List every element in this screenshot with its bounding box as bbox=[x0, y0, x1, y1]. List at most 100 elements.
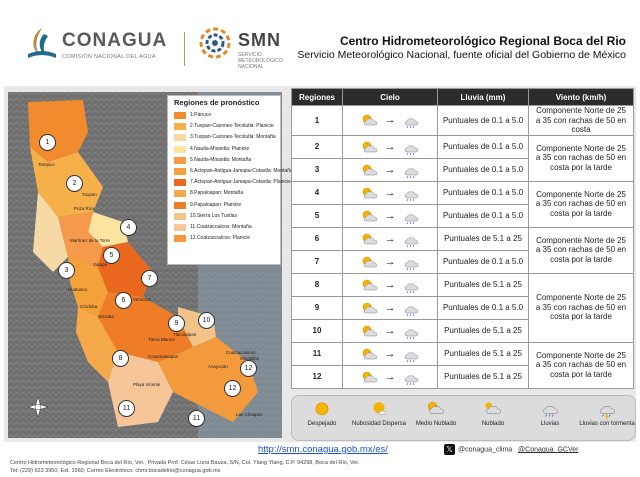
city-label: Orizaba bbox=[98, 314, 114, 319]
city-label: Veracruz bbox=[133, 297, 151, 302]
sun-cloud-icon bbox=[360, 163, 380, 177]
city-label: Poza Rica bbox=[74, 206, 95, 211]
rain-icon bbox=[401, 301, 421, 316]
region-pin: 1 bbox=[39, 134, 56, 151]
smn-website-link[interactable]: http://smn.conagua.gob.mx/es/ bbox=[258, 444, 388, 455]
x-handle-conagua[interactable]: @conagua_clima bbox=[458, 446, 513, 454]
legend-swatch bbox=[174, 201, 186, 209]
city-label: Córdoba bbox=[80, 304, 98, 309]
header: CONAGUA COMISIÓN NACIONAL DEL AGUA SMN S… bbox=[0, 0, 640, 86]
conagua-name: CONAGUA bbox=[62, 30, 168, 51]
region-pin: 3 bbox=[58, 262, 75, 279]
rain-cell: Puntuales de 0.1 a 5.0 bbox=[437, 157, 529, 182]
city-label: Cosamaloapan bbox=[148, 354, 179, 359]
legend-label: 8.Papaloapan: Montaña bbox=[190, 190, 244, 197]
sky-cell: → bbox=[342, 180, 438, 205]
sun-cloud-icon bbox=[360, 113, 380, 127]
region-12-area bbox=[158, 337, 258, 422]
region-pin: 8 bbox=[112, 350, 129, 367]
rain-cell: Puntuales de 0.1 a 5.0 bbox=[437, 203, 529, 228]
region-cell: 8 bbox=[291, 272, 343, 297]
sky-cell: → bbox=[342, 295, 438, 320]
legend-item: 11.Coatzacoalcos: Montaña bbox=[168, 222, 280, 233]
region-pin: 5 bbox=[103, 247, 120, 264]
conagua-logo: CONAGUA COMISIÓN NACIONAL DEL AGUA bbox=[22, 22, 182, 66]
table-row: 5 → Puntuales de 0.1 a 5.0 bbox=[291, 203, 634, 228]
rain-icon bbox=[401, 278, 421, 293]
arrow-right-icon: → bbox=[384, 232, 396, 245]
legend-swatch bbox=[174, 156, 186, 164]
rain-cell: Puntuales de 5.1 a 25 bbox=[437, 341, 529, 366]
region-cell: 12 bbox=[291, 364, 343, 389]
region-cell: 1 bbox=[291, 105, 343, 136]
region-cell: 3 bbox=[291, 157, 343, 182]
rain-icon bbox=[401, 370, 421, 385]
sky-cell: → bbox=[342, 203, 438, 228]
region-legend: Regiones de pronóstico 1.Pánuco 2.Tuxpan-… bbox=[167, 95, 293, 265]
legend-label: 10.Sierra Los Tuxtlas bbox=[190, 212, 237, 219]
sky-key-item: Nublado bbox=[465, 400, 521, 428]
wind-cell: Componente Norte de 25 a 35 con rachas d… bbox=[528, 226, 634, 274]
region-cell: 10 bbox=[291, 318, 343, 343]
sky-cell: → bbox=[342, 134, 438, 159]
sky-key-label: Medio Nublado bbox=[415, 421, 457, 427]
city-label: Minatitlán bbox=[240, 356, 260, 361]
legend-item: 8.Papaloapan: Montaña bbox=[168, 188, 280, 199]
legend-swatch bbox=[174, 112, 186, 119]
region-pin: 9 bbox=[168, 315, 185, 332]
legend-swatch bbox=[174, 167, 186, 175]
sky-cell: → bbox=[342, 318, 438, 343]
x-handle-gcver[interactable]: @Conagua_GCVer bbox=[518, 446, 579, 454]
conagua-emblem-icon bbox=[28, 28, 56, 58]
region-cell: 7 bbox=[291, 249, 343, 274]
rain-icon bbox=[401, 209, 421, 224]
region-pin: 11 bbox=[188, 410, 205, 427]
city-label: Huatusco bbox=[68, 287, 88, 292]
arrow-right-icon: → bbox=[384, 324, 396, 337]
sky-cell: → bbox=[342, 226, 438, 251]
table-row: 8 → Puntuales de 5.1 a 25 Componente Norte … bbox=[291, 272, 634, 343]
rain-cell: Puntuales de 5.1 a 25 bbox=[437, 318, 529, 343]
x-logo-icon: 𝕏 bbox=[444, 444, 455, 455]
arrow-right-icon: → bbox=[384, 255, 396, 268]
city-label: Tuxpan bbox=[82, 192, 97, 197]
region-5-area bbox=[58, 212, 103, 267]
sky-cell: → bbox=[342, 157, 438, 182]
table-row: 10 → Puntuales de 5.1 a 25 bbox=[291, 318, 634, 343]
sun-cloud-icon bbox=[360, 186, 380, 200]
arrow-right-icon: → bbox=[384, 186, 396, 199]
city-label: Tampico bbox=[38, 162, 55, 167]
legend-swatch bbox=[174, 235, 186, 243]
region-pin: 12 bbox=[240, 360, 257, 377]
region-pin: 2 bbox=[66, 175, 83, 192]
legend-item: 1.Pánuco bbox=[168, 110, 280, 121]
legend-item: 9.Papaloapan: Planicie bbox=[168, 200, 280, 211]
social-handles: 𝕏 @conagua_clima @Conagua_GCVer bbox=[444, 444, 578, 455]
legend-label: 5.Nautla-Misantla: Montaña bbox=[190, 156, 252, 163]
sky-cell: → bbox=[342, 272, 438, 297]
legend-item: 6.Actopan-Antigua-Jamapa-Cotaxtla: Monta… bbox=[168, 166, 293, 177]
region-pin: 4 bbox=[120, 219, 137, 236]
table-row: 12 → Puntuales de 5.1 a 25 bbox=[291, 364, 634, 389]
page-title: Centro Hidrometeorológico Regional Boca … bbox=[339, 34, 626, 48]
region-3-area bbox=[33, 192, 68, 272]
sun-cloud-icon bbox=[360, 347, 380, 361]
table-row: 1 → Puntuales de 0.1 a 5.0 Componente Norte… bbox=[291, 105, 634, 136]
col-header-viento: Viento (km/h) bbox=[528, 88, 634, 106]
legend-title: Regiones de pronóstico bbox=[174, 98, 260, 107]
sky-key-label: Despejado bbox=[307, 421, 337, 427]
city-label: Las Choapas bbox=[236, 412, 263, 417]
city-label: Martínez de la Torre bbox=[70, 238, 110, 243]
sun-cloud-icon bbox=[408, 400, 464, 420]
table-row: 9 → Puntuales de 0.1 a 5.0 bbox=[291, 295, 634, 320]
page-subtitle: Servicio Meteorológico Nacional, fuente … bbox=[297, 49, 626, 61]
wind-cell: Componente Norte de 25 a 35 con rachas d… bbox=[528, 180, 634, 228]
rain-icon bbox=[401, 255, 421, 270]
legend-label: 4.Nautla-Misantla: Planicie bbox=[190, 145, 250, 152]
legend-label: 6.Actopan-Antigua-Jamapa-Cotaxtla: Monta… bbox=[190, 167, 293, 174]
city-label: Coatzacoalcos bbox=[226, 350, 256, 355]
region-cell: 2 bbox=[291, 134, 343, 159]
arrow-right-icon: → bbox=[384, 301, 396, 314]
region-pin: 12 bbox=[224, 380, 241, 397]
rain-cell: Puntuales de 0.1 a 5.0 bbox=[437, 295, 529, 320]
